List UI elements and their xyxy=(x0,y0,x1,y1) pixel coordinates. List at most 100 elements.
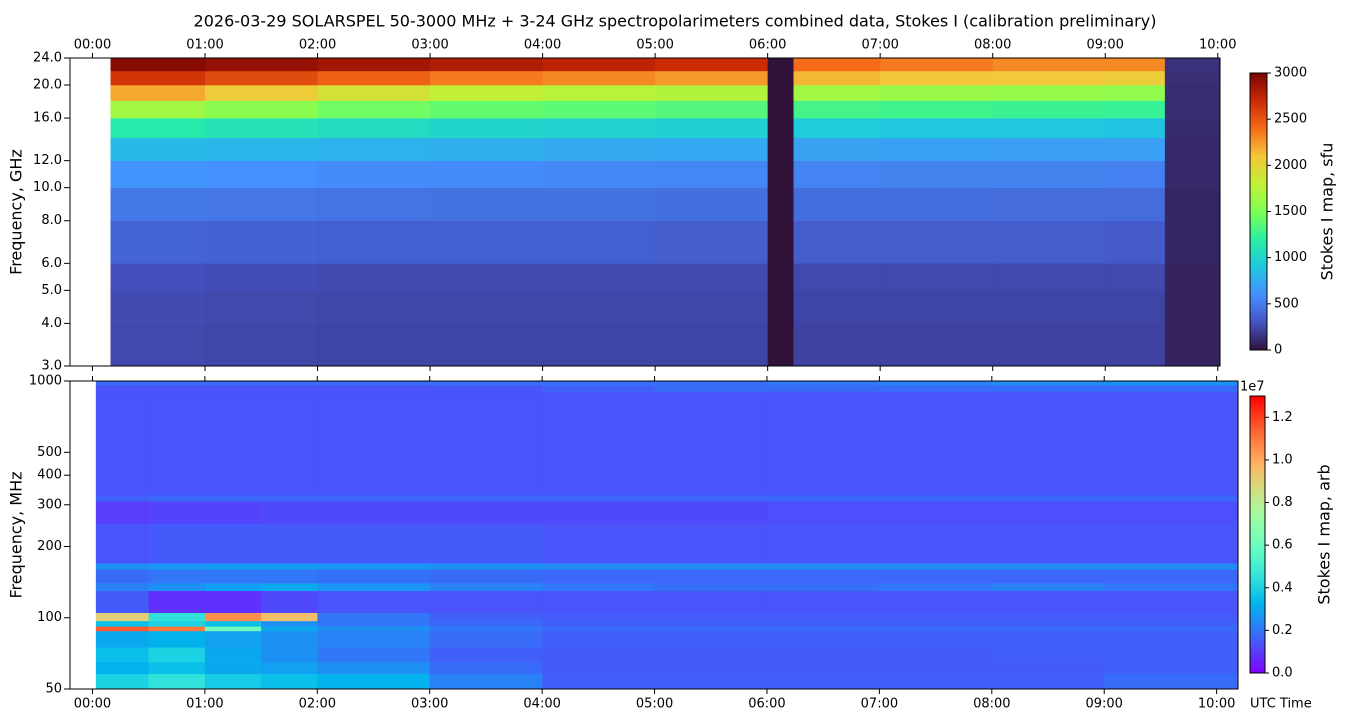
heatmap-cell xyxy=(429,569,543,584)
heatmap-cell xyxy=(1164,58,1221,72)
heatmap-cell xyxy=(430,100,544,119)
heatmap-cell xyxy=(992,323,1106,367)
heatmap-cell xyxy=(429,391,543,496)
heatmap-cell xyxy=(148,381,206,386)
heatmap-cell xyxy=(261,590,318,614)
heatmap-cell xyxy=(1164,187,1221,222)
heatmap-cell xyxy=(542,630,656,648)
heatmap-cell xyxy=(654,620,768,627)
heatmap-cell xyxy=(655,58,769,72)
heatmap-cell xyxy=(429,501,543,524)
heatmap-cell xyxy=(317,647,431,663)
heatmap-cell xyxy=(767,220,795,264)
heatmap-cell xyxy=(879,630,993,648)
y-tick-label: 24.0 xyxy=(33,51,62,66)
heatmap-cell xyxy=(95,630,150,648)
heatmap-cell xyxy=(95,501,150,524)
heatmap-cell xyxy=(204,590,262,614)
heatmap-cell xyxy=(317,501,431,524)
heatmap-cell xyxy=(204,494,262,502)
heatmap-cell xyxy=(110,263,206,291)
heatmap-cell xyxy=(1104,647,1239,663)
heatmap-cell xyxy=(317,673,431,690)
heatmap-cell xyxy=(793,263,881,291)
heatmap-cell xyxy=(148,590,206,614)
heatmap-cell xyxy=(793,290,881,324)
heatmap-cell xyxy=(110,58,206,72)
y-tick-label: 8.0 xyxy=(41,213,62,228)
heatmap-cell xyxy=(261,381,318,386)
heatmap-cell xyxy=(95,569,150,584)
heatmap-cell xyxy=(766,647,880,663)
heatmap-cell xyxy=(430,118,544,139)
heatmap-cell xyxy=(655,323,769,367)
heatmap-cell xyxy=(542,100,656,119)
heatmap-cell xyxy=(317,381,431,386)
heatmap-cell xyxy=(991,612,1105,622)
heatmap-cell xyxy=(204,620,262,627)
heatmap-cell xyxy=(654,391,768,496)
heatmap-cell xyxy=(1105,220,1166,264)
heatmap-cell xyxy=(992,137,1106,161)
heatmap-cell xyxy=(205,187,319,222)
heatmap-cell xyxy=(991,501,1105,524)
heatmap-cell xyxy=(261,391,318,496)
y-tick-label: 500 xyxy=(37,445,62,460)
heatmap-cell xyxy=(992,160,1106,188)
heatmap-cell xyxy=(542,85,656,101)
heatmap-cell xyxy=(317,630,431,648)
heatmap-cell xyxy=(205,263,319,291)
heatmap-cell xyxy=(992,220,1106,264)
heatmap-cell xyxy=(148,523,206,564)
heatmap-cell xyxy=(429,647,543,663)
heatmap-cell xyxy=(317,100,431,119)
heatmap-cell xyxy=(654,501,768,524)
heatmap-cell xyxy=(261,583,318,592)
heatmap-cell xyxy=(261,626,318,632)
heatmap-cell xyxy=(148,673,206,690)
x-tick-label: 10:00 xyxy=(1199,38,1236,53)
heatmap-cell xyxy=(1105,160,1166,188)
heatmap-cell xyxy=(766,569,880,584)
x-tick-label: 07:00 xyxy=(861,38,898,53)
heatmap-cell xyxy=(991,391,1105,496)
heatmap-cell xyxy=(654,590,768,614)
heatmap-cell xyxy=(204,662,262,675)
heatmap-cell xyxy=(655,100,769,119)
heatmap-cell xyxy=(542,58,656,72)
heatmap-cell xyxy=(879,569,993,584)
heatmap-cell xyxy=(793,220,881,264)
heatmap-cell xyxy=(205,118,319,139)
heatmap-cell xyxy=(95,391,150,496)
heatmap-cell xyxy=(1105,100,1166,119)
heatmap-cell xyxy=(1164,137,1221,161)
heatmap-cell xyxy=(95,620,150,627)
heatmap-cell xyxy=(204,391,262,496)
heatmap-cell xyxy=(767,263,795,291)
x-tick-label: 05:00 xyxy=(636,697,673,712)
heatmap-cell xyxy=(1104,612,1239,622)
heatmap-cell xyxy=(204,523,262,564)
heatmap-cell xyxy=(1104,626,1239,632)
y-tick-label: 4.0 xyxy=(41,316,62,331)
colorbar-tick-label: 1500 xyxy=(1274,204,1307,219)
heatmap-cell xyxy=(1104,501,1239,524)
x-tick-label: 09:00 xyxy=(1086,38,1123,53)
heatmap-cell xyxy=(793,100,881,119)
heatmap-cell xyxy=(655,85,769,101)
heatmap-cell xyxy=(1105,263,1166,291)
y-tick-label: 3.0 xyxy=(41,359,62,374)
heatmap-cell xyxy=(95,494,150,502)
heatmap-cell xyxy=(542,70,656,86)
heatmap-cell xyxy=(655,118,769,139)
heatmap-cell xyxy=(1164,100,1221,119)
heatmap-cell xyxy=(542,612,656,622)
heatmap-cell xyxy=(1104,583,1239,592)
heatmap-cell xyxy=(767,187,795,222)
heatmap-cell xyxy=(542,626,656,632)
heatmap-cell xyxy=(655,160,769,188)
x-tick-label: 08:00 xyxy=(974,38,1011,53)
heatmap-cell xyxy=(430,290,544,324)
heatmap-cell xyxy=(654,647,768,663)
colorbar xyxy=(1249,72,1268,351)
